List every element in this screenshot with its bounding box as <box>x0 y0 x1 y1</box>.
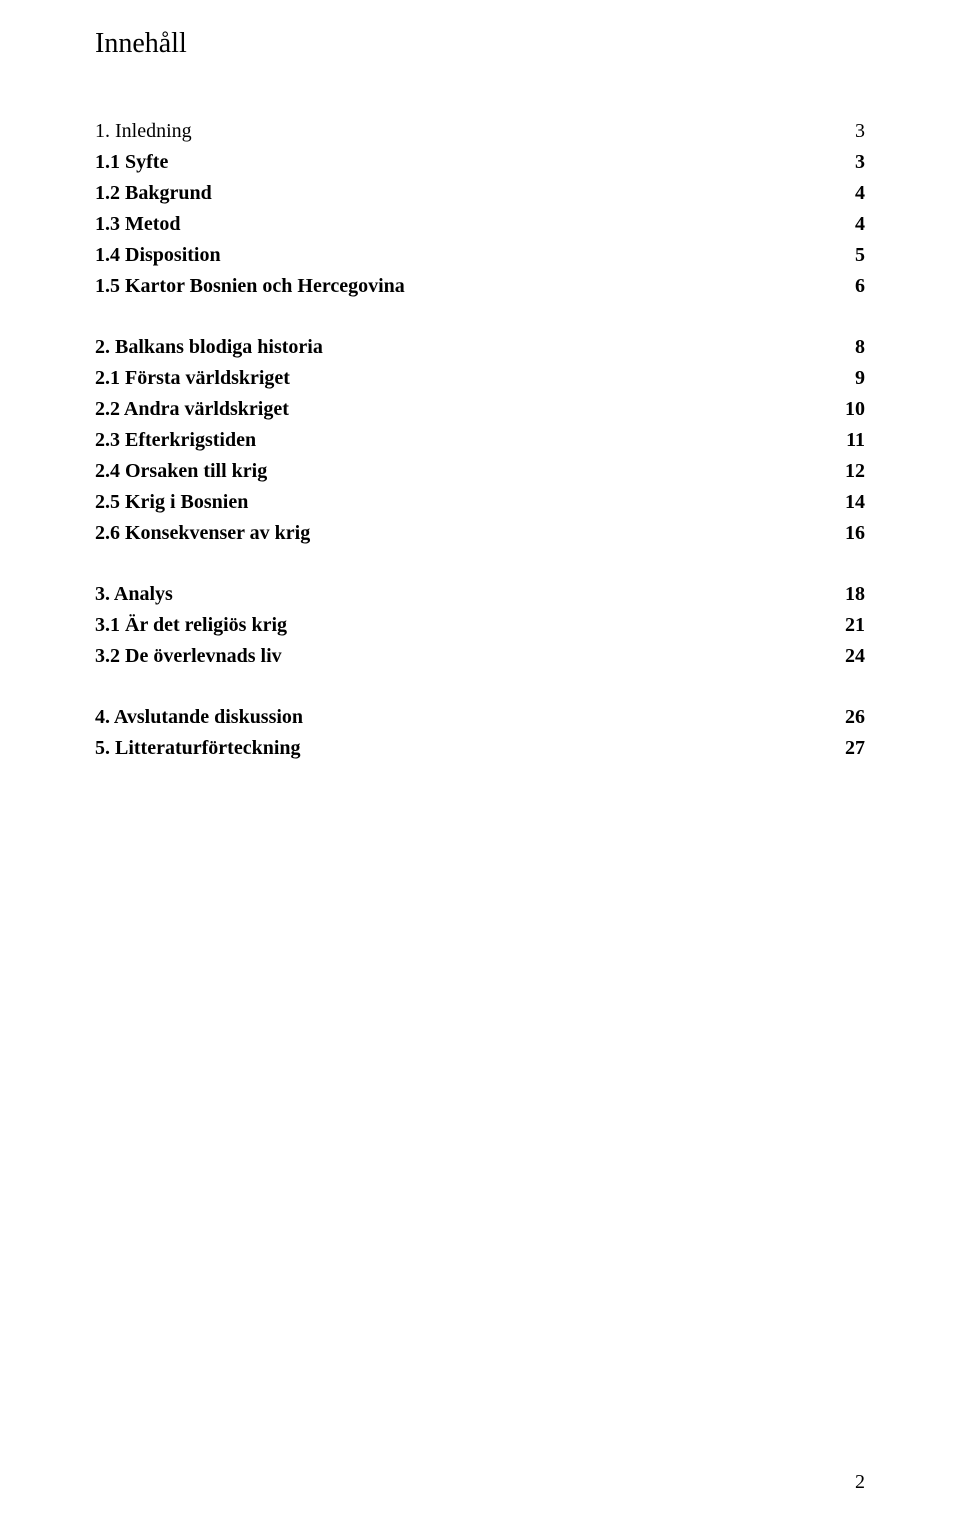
toc-row: 1.3 Metod4 <box>95 209 865 240</box>
toc-label: 1. Inledning <box>95 116 825 147</box>
toc-row: 1.2 Bakgrund4 <box>95 178 865 209</box>
toc-page-number: 4 <box>825 178 865 209</box>
toc-page-number: 3 <box>825 147 865 178</box>
toc-row: 1.4 Disposition5 <box>95 240 865 271</box>
toc-page-number: 11 <box>825 425 865 456</box>
page-title: Innehåll <box>95 28 865 60</box>
section-gap <box>95 549 865 579</box>
toc-label: 2.2 Andra världskriget <box>95 394 825 425</box>
toc-row: 2.6 Konsekvenser av krig16 <box>95 518 865 549</box>
section-gap <box>95 302 865 332</box>
toc-row: 2.2 Andra världskriget10 <box>95 394 865 425</box>
toc-label: 1.4 Disposition <box>95 240 825 271</box>
toc-label: 1.1 Syfte <box>95 147 825 178</box>
toc-page-number: 3 <box>825 116 865 147</box>
toc-label: 2. Balkans blodiga historia <box>95 332 825 363</box>
toc-row: 1.1 Syfte3 <box>95 147 865 178</box>
toc-page-number: 10 <box>825 394 865 425</box>
toc-page-number: 8 <box>825 332 865 363</box>
toc-page-number: 5 <box>825 240 865 271</box>
toc-row: 2.4 Orsaken till krig12 <box>95 456 865 487</box>
toc-row: 2.1 Första världskriget9 <box>95 363 865 394</box>
toc-label: 3.2 De överlevnads liv <box>95 641 825 672</box>
toc-row: 1. Inledning3 <box>95 116 865 147</box>
toc-row: 3.1 Är det religiös krig21 <box>95 610 865 641</box>
toc-row: 3. Analys18 <box>95 579 865 610</box>
toc-label: 2.3 Efterkrigstiden <box>95 425 825 456</box>
section-gap <box>95 672 865 702</box>
toc-page-number: 18 <box>825 579 865 610</box>
toc-page-number: 26 <box>825 702 865 733</box>
toc-page-number: 12 <box>825 456 865 487</box>
toc-label: 2.1 Första världskriget <box>95 363 825 394</box>
toc-label: 4. Avslutande diskussion <box>95 702 825 733</box>
toc-label: 3.1 Är det religiös krig <box>95 610 825 641</box>
toc-page-number: 4 <box>825 209 865 240</box>
toc-label: 2.4 Orsaken till krig <box>95 456 825 487</box>
toc-label: 1.5 Kartor Bosnien och Hercegovina <box>95 271 825 302</box>
toc-row: 2.5 Krig i Bosnien14 <box>95 487 865 518</box>
table-of-contents: 1. Inledning31.1 Syfte31.2 Bakgrund41.3 … <box>95 116 865 764</box>
page-number: 2 <box>855 1471 865 1494</box>
toc-label: 1.3 Metod <box>95 209 825 240</box>
toc-page-number: 9 <box>825 363 865 394</box>
toc-label: 2.6 Konsekvenser av krig <box>95 518 825 549</box>
toc-label: 5. Litteraturförteckning <box>95 733 825 764</box>
toc-page-number: 24 <box>825 641 865 672</box>
toc-row: 5. Litteraturförteckning27 <box>95 733 865 764</box>
toc-label: 1.2 Bakgrund <box>95 178 825 209</box>
toc-page-number: 16 <box>825 518 865 549</box>
toc-row: 3.2 De överlevnads liv24 <box>95 641 865 672</box>
toc-page-number: 27 <box>825 733 865 764</box>
toc-page-number: 6 <box>825 271 865 302</box>
toc-row: 1.5 Kartor Bosnien och Hercegovina6 <box>95 271 865 302</box>
page: Innehåll 1. Inledning31.1 Syfte31.2 Bakg… <box>0 0 960 1534</box>
toc-page-number: 21 <box>825 610 865 641</box>
toc-label: 3. Analys <box>95 579 825 610</box>
toc-page-number: 14 <box>825 487 865 518</box>
toc-row: 2. Balkans blodiga historia8 <box>95 332 865 363</box>
toc-label: 2.5 Krig i Bosnien <box>95 487 825 518</box>
toc-row: 2.3 Efterkrigstiden11 <box>95 425 865 456</box>
toc-row: 4. Avslutande diskussion26 <box>95 702 865 733</box>
